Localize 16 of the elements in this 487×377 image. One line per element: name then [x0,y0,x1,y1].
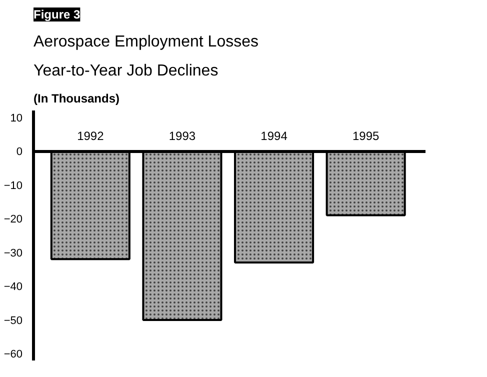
chart-title: Aerospace Employment Losses [34,34,258,50]
y-tick-label: −10 [4,180,23,192]
chart-subtitle: Year-to-Year Job Declines [34,62,218,80]
x-tick-label: 1993 [168,129,196,144]
x-tick-label: 1992 [77,129,104,144]
y-tick-label: −30 [4,247,23,260]
x-tick-label: 1994 [260,129,288,144]
y-tick-label: −20 [4,214,23,226]
y-tick-label: 0 [16,146,23,158]
y-tick-label: 10 [10,112,23,124]
y-tick-label: −60 [4,348,23,361]
caption: Figure 3 [34,8,80,22]
y-axis-title: (In Thousands) [34,92,120,106]
y-tick-label: −50 [4,314,23,327]
y-tick-label: −40 [4,281,23,294]
x-tick-label: 1995 [352,129,380,144]
